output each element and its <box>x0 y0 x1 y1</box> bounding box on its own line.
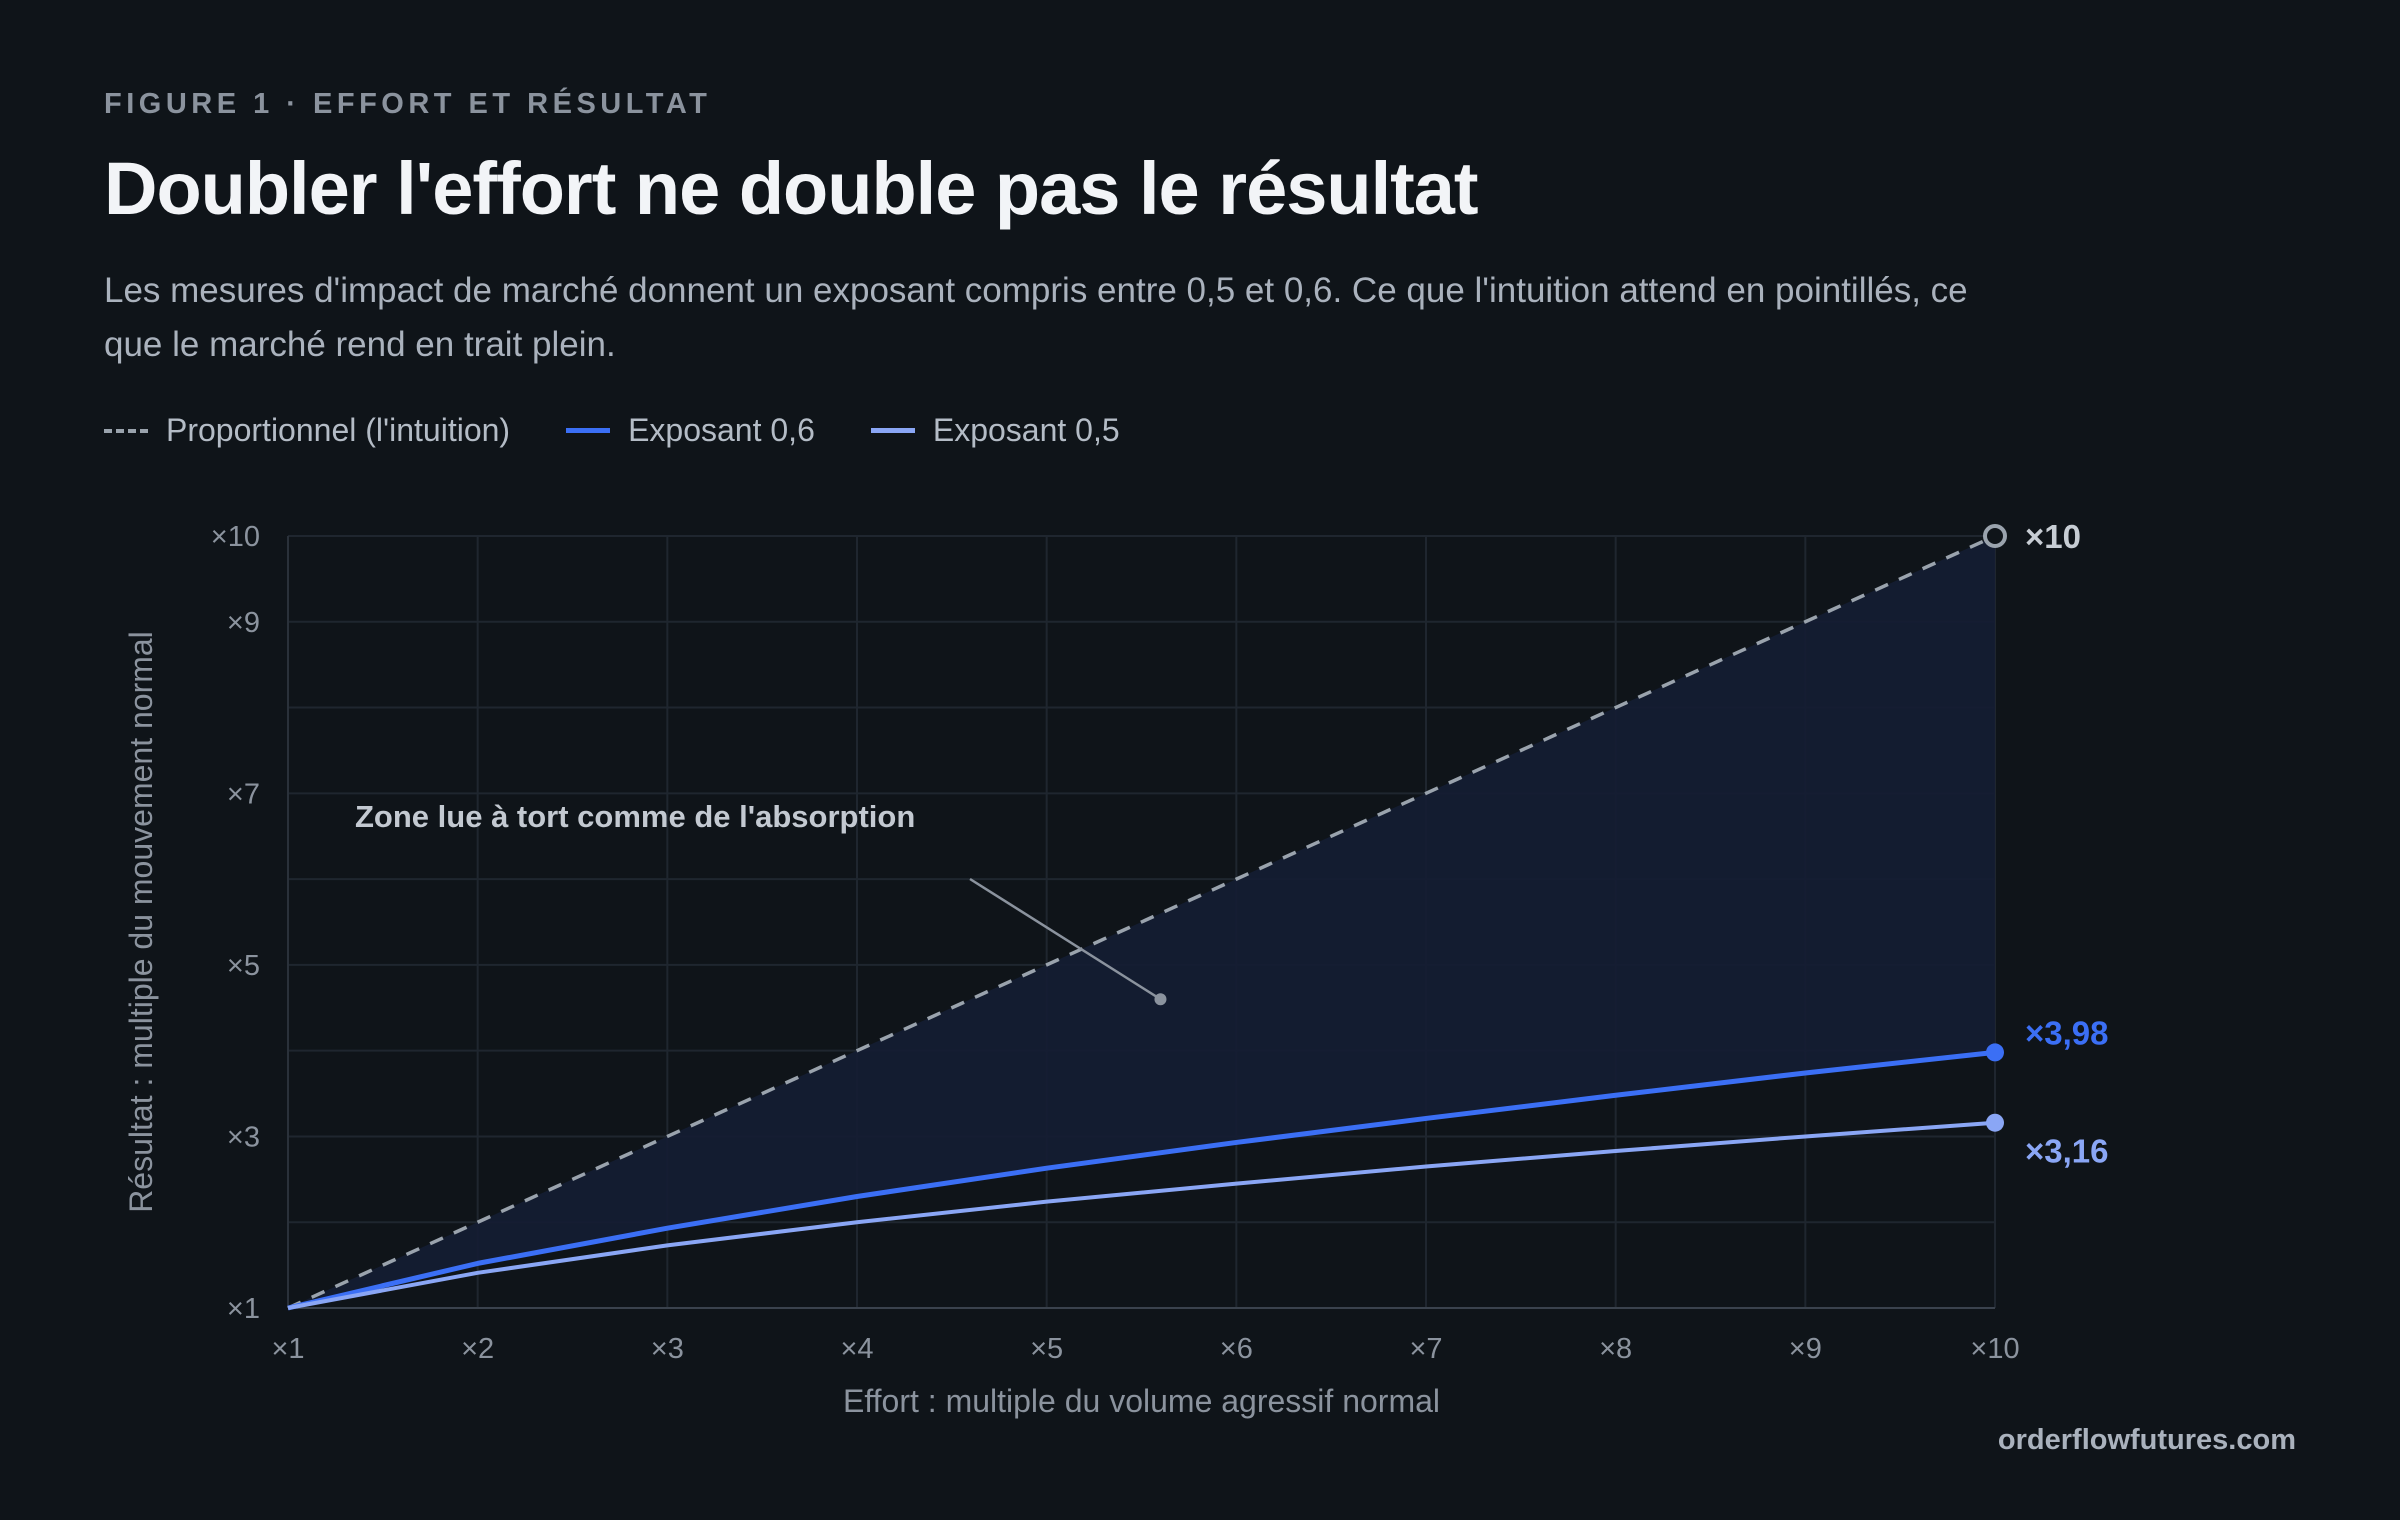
legend-solid-swatch-icon <box>566 428 611 433</box>
x-tick-label: ×9 <box>1789 1333 1822 1365</box>
y-tick-label: ×9 <box>227 607 260 639</box>
annotation-label: Zone lue à tort comme de l'absorption <box>355 799 915 834</box>
x-tick-label: ×1 <box>271 1333 304 1365</box>
end-marker-exp05 <box>1986 1113 2004 1132</box>
legend-label: Exposant 0,5 <box>932 412 1120 448</box>
end-value-label: ×10 <box>2025 518 2081 555</box>
x-tick-label: ×3 <box>651 1333 684 1365</box>
y-tick-label: ×1 <box>227 1293 260 1325</box>
series-line-1 <box>287 1049 1996 1311</box>
series-line-2 <box>287 1120 1996 1310</box>
end-marker-proportional <box>1983 524 2007 548</box>
page-title: Doubler l'effort ne double pas le résult… <box>104 147 1479 230</box>
labels: ×1 ×2 ×3 ×4 ×5 ×6 ×7 ×8 ×9 ×10 ×1 ×3 ×5 ×7 ×9 ×10 Effort… <box>123 518 2109 1419</box>
y-tick-label: ×10 <box>211 521 260 553</box>
x-tick-label: ×4 <box>840 1333 873 1365</box>
legend-item-exp05: Exposant 0,5 <box>870 412 1120 449</box>
x-tick-label: ×8 <box>1599 1333 1632 1365</box>
end-value-label: ×3,16 <box>2025 1133 2109 1170</box>
subtitle: Les mesures d'impact de marché donnent u… <box>104 271 1968 364</box>
x-tick-label: ×5 <box>1030 1333 1063 1365</box>
figure-kicker: FIGURE 1 · EFFORT ET RÉSULTAT <box>104 88 712 120</box>
end-marker-exp06 <box>1986 1043 2004 1062</box>
series <box>287 524 2007 1311</box>
axes <box>287 536 1995 1309</box>
x-tick-label: ×2 <box>461 1333 494 1365</box>
series-line-0 <box>287 534 1996 1310</box>
y-tick-label: ×5 <box>227 950 260 982</box>
y-tick-label: ×3 <box>227 1121 260 1153</box>
brand-watermark: orderflowfutures.com <box>1997 1424 2296 1456</box>
legend-item-exp06: Exposant 0,6 <box>566 412 815 449</box>
x-tick-label: ×6 <box>1220 1333 1253 1365</box>
chart-legend: Proportionnel (l'intuition) Exposant 0,6… <box>104 412 1120 449</box>
y-axis-label: Résultat : multiple du mouvement normal <box>123 631 159 1213</box>
legend-label: Proportionnel (l'intuition) <box>166 412 511 448</box>
y-tick-label: ×7 <box>227 778 260 810</box>
legend-solid-swatch-icon <box>870 428 915 433</box>
legend-dashed-swatch-icon <box>104 428 148 433</box>
annotation-leader-line <box>969 877 1162 1001</box>
x-tick-label: ×7 <box>1409 1333 1442 1365</box>
annotation-dot <box>1154 993 1167 1006</box>
legend-item-proportional: Proportionnel (l'intuition) <box>104 412 510 449</box>
end-value-label: ×3,98 <box>2025 1014 2109 1051</box>
x-axis-label: Effort : multiple du volume agressif nor… <box>843 1383 1440 1419</box>
x-tick-label: ×10 <box>1970 1333 2019 1365</box>
legend-label: Exposant 0,6 <box>628 412 815 448</box>
